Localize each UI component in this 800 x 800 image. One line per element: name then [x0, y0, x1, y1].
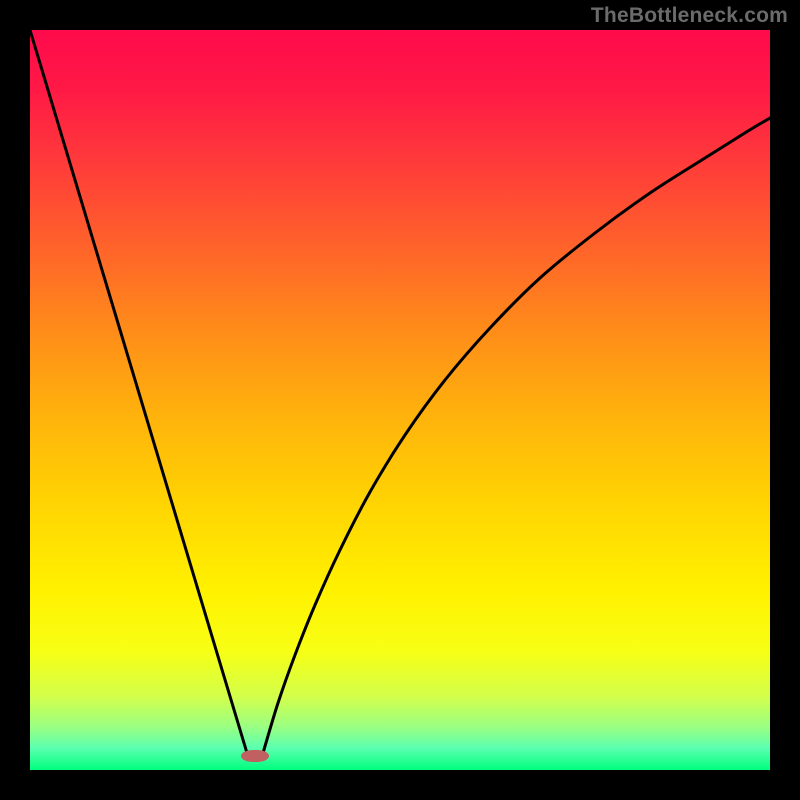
optimal-point-marker	[241, 750, 269, 762]
bottleneck-curve	[30, 30, 770, 770]
chart-frame: TheBottleneck.com	[0, 0, 800, 800]
plot-area	[30, 30, 770, 770]
curve-left-branch	[30, 30, 247, 753]
curve-right-branch	[263, 118, 770, 753]
watermark-text: TheBottleneck.com	[591, 4, 788, 28]
